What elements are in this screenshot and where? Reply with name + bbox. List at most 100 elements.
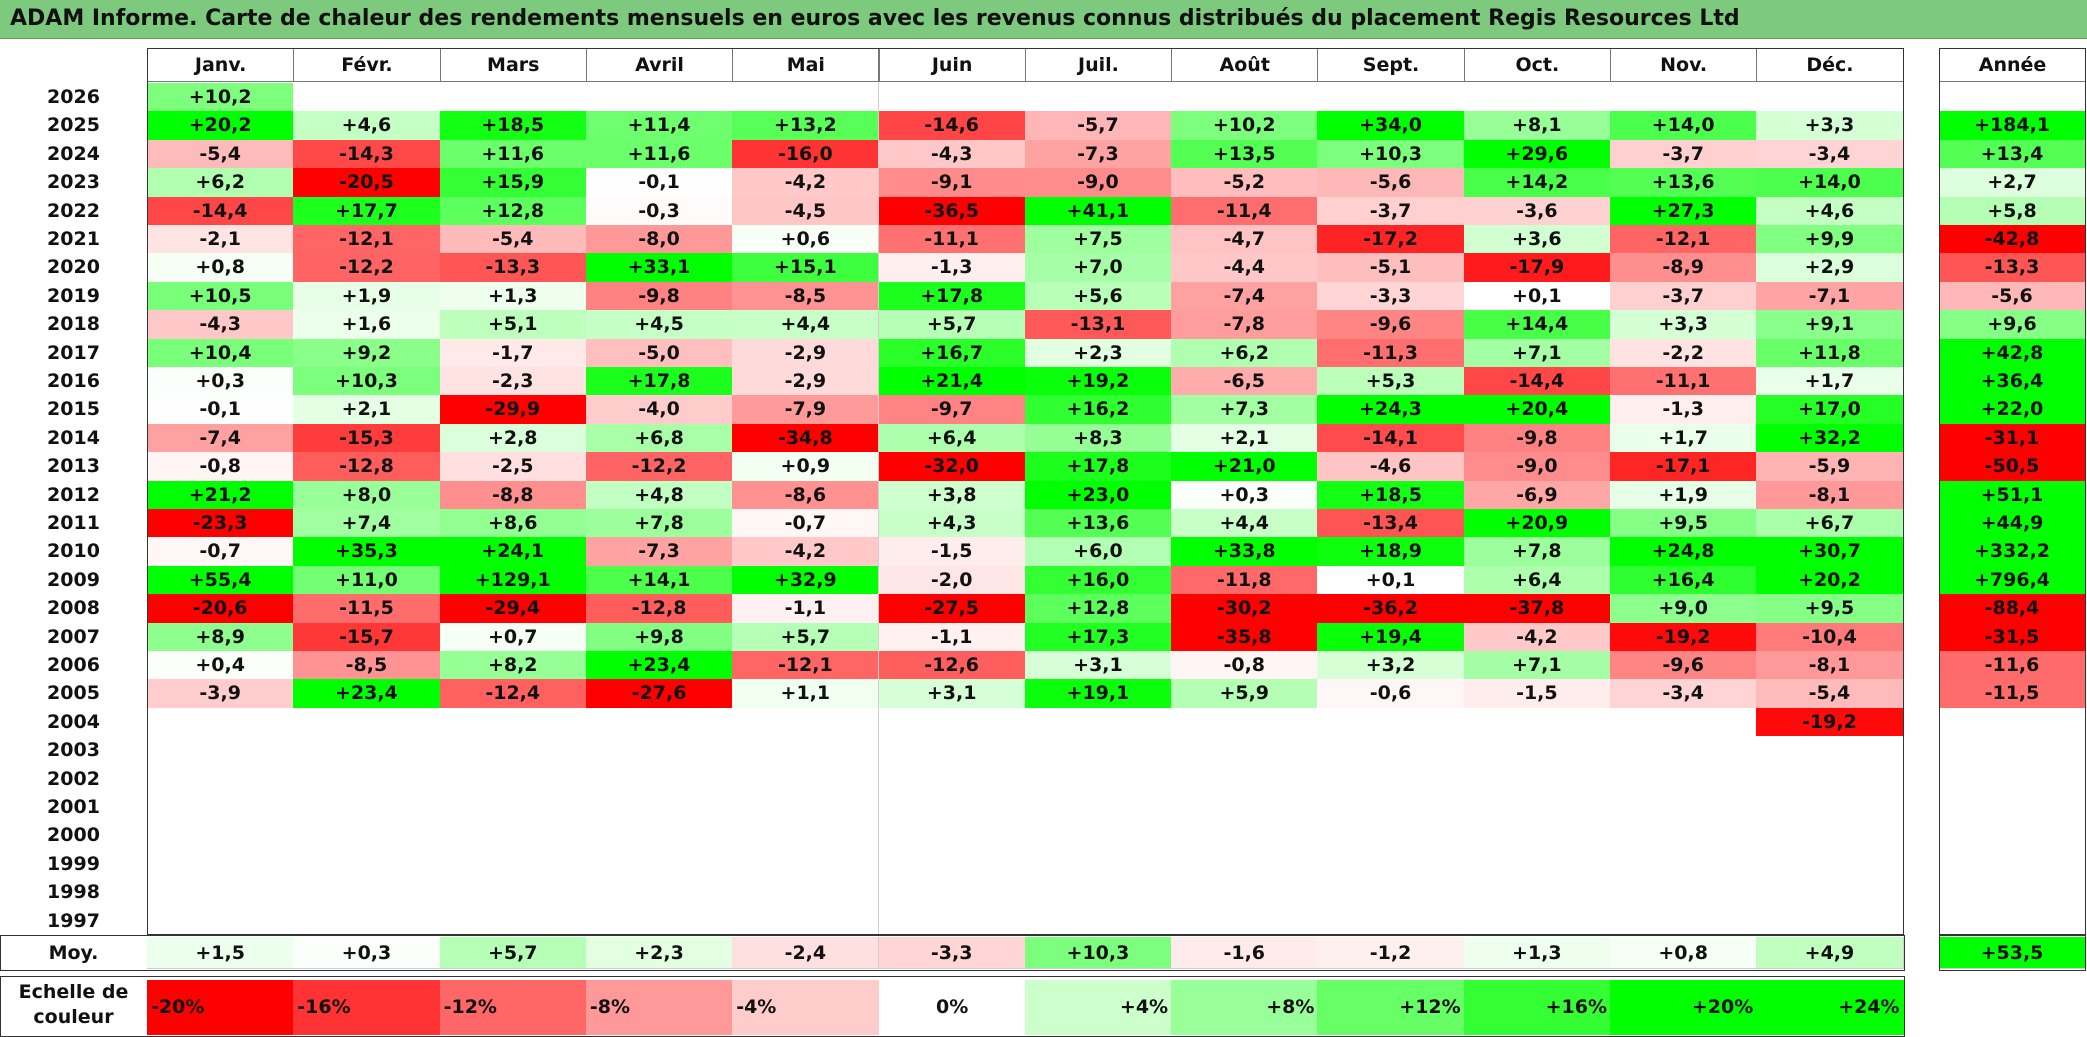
heatmap-cell: +32,2: [1756, 423, 1904, 454]
heatmap-cell: [1463, 707, 1611, 738]
color-scale-swatch: -20%: [147, 980, 295, 1035]
heatmap-cell: +0,3: [1171, 480, 1319, 510]
heatmap-cell: -9,6: [1610, 651, 1758, 681]
heatmap-cell: +20,2: [147, 111, 295, 141]
annual-cell: -42,8: [1939, 225, 2086, 255]
heatmap-cell: +5,7: [878, 310, 1026, 340]
year-label: 2021: [47, 228, 100, 250]
heatmap-cell: -8,0: [585, 225, 734, 255]
heatmap-cell: [147, 764, 295, 794]
annual-cell: [1939, 821, 2086, 851]
heatmap-cell: -0,8: [147, 452, 295, 482]
annual-cell: [1939, 707, 2086, 738]
heatmap-cell: -1,1: [732, 594, 880, 624]
year-label: 2007: [47, 625, 100, 648]
year-label: 2003: [47, 739, 100, 762]
heatmap-cell: +3,8: [878, 480, 1026, 510]
heatmap-cell: +11,6: [585, 139, 734, 170]
heatmap-cell: -35,8: [1171, 622, 1319, 652]
annual-cell: +22,0: [1939, 395, 2086, 425]
heatmap-cell: +9,2: [293, 338, 441, 368]
heatmap-cell: [585, 906, 734, 936]
color-scale-swatch: +8%: [1171, 980, 1319, 1035]
annual-cell: +184,1: [1939, 111, 2086, 141]
color-scale-swatch: +16%: [1463, 980, 1611, 1035]
heatmap-cell: -4,2: [1463, 622, 1611, 652]
heatmap-cell: +8,1: [1463, 111, 1611, 141]
heatmap-cell: -20,5: [293, 168, 441, 198]
heatmap-cell: +7,1: [1463, 651, 1611, 681]
heatmap-cell: +14,2: [1463, 168, 1611, 198]
heatmap-cell: -12,2: [293, 253, 441, 283]
heatmap-cell: -5,4: [1756, 679, 1904, 709]
heatmap-cell: +11,4: [585, 111, 734, 141]
heatmap-cell: -7,8: [1171, 310, 1319, 340]
heatmap-cell: +16,0: [1024, 565, 1173, 596]
heatmap-cell: +24,3: [1317, 395, 1465, 425]
annual-cell: -50,5: [1939, 452, 2086, 482]
heatmap-cell: [293, 793, 441, 823]
heatmap-cell: -4,3: [147, 310, 295, 340]
heatmap-cell: [1024, 83, 1173, 113]
heatmap-cell: -8,9: [1610, 253, 1758, 283]
heatmap-cell: [1171, 821, 1319, 851]
annual-cell: [1939, 849, 2086, 880]
heatmap-cell: -1,7: [439, 338, 587, 368]
heatmap-cell: -14,4: [147, 196, 295, 226]
year-label: 2006: [47, 654, 100, 676]
heatmap-cell: [878, 849, 1026, 880]
heatmap-cell: -4,6: [1317, 452, 1465, 482]
heatmap-cell: +3,1: [878, 679, 1026, 709]
heatmap-cell: -4,7: [1171, 225, 1319, 255]
annual-cell: +51,1: [1939, 480, 2086, 510]
year-label: 1997: [47, 909, 100, 932]
heatmap-cell: [1610, 83, 1758, 113]
heatmap-cell: +129,1: [439, 565, 587, 596]
heatmap-cell: [1024, 821, 1173, 851]
heatmap-cell: [1756, 764, 1904, 794]
average-cell: +4,9: [1756, 937, 1904, 969]
heatmap-cell: -9,0: [1463, 452, 1611, 482]
heatmap-cell: -7,4: [147, 423, 295, 454]
column-header: Oct.: [1463, 48, 1611, 82]
heatmap-cell: [585, 793, 734, 823]
heatmap-cell: +15,9: [439, 168, 587, 198]
average-cell: -1,2: [1317, 937, 1465, 969]
heatmap-cell: +2,1: [1171, 423, 1319, 454]
average-cell: +5,7: [439, 937, 587, 969]
heatmap-cell: +2,3: [1024, 338, 1173, 368]
annual-cell: -13,3: [1939, 253, 2086, 283]
heatmap-cell: [1756, 878, 1904, 908]
annual-cell: +332,2: [1939, 537, 2086, 567]
heatmap-cell: +1,7: [1610, 423, 1758, 454]
heatmap-cell: +23,4: [293, 679, 441, 709]
heatmap-cell: +10,4: [147, 338, 295, 368]
heatmap-cell: +17,0: [1756, 395, 1904, 425]
heatmap-cell: +5,3: [1317, 367, 1465, 397]
average-cell: +1,5: [147, 937, 295, 969]
heatmap-cell: -15,7: [293, 622, 441, 652]
heatmap-cell: +8,6: [439, 509, 587, 539]
heatmap-cell: -2,0: [878, 565, 1026, 596]
heatmap-cell: [147, 849, 295, 880]
column-header: Sept.: [1317, 48, 1465, 82]
heatmap-cell: -3,7: [1610, 281, 1758, 312]
heatmap-cell: -32,0: [878, 452, 1026, 482]
heatmap-cell: [878, 821, 1026, 851]
heatmap-cell: +6,4: [1463, 565, 1611, 596]
heatmap-cell: +9,5: [1610, 509, 1758, 539]
heatmap-cell: -12,6: [878, 651, 1026, 681]
heatmap-cell: +30,7: [1756, 537, 1904, 567]
heatmap-cell: [439, 878, 587, 908]
heatmap-cell: -17,9: [1463, 253, 1611, 283]
heatmap-cell: +13,5: [1171, 139, 1319, 170]
average-label: Moy.: [48, 942, 99, 964]
annual-cell: -11,5: [1939, 679, 2086, 709]
year-label: 2002: [47, 767, 100, 790]
heatmap-cell: +2,1: [293, 395, 441, 425]
year-label: 2011: [47, 512, 100, 534]
heatmap-cell: -3,7: [1317, 196, 1465, 226]
heatmap-cell: [1317, 83, 1465, 113]
annual-cell: [1939, 878, 2086, 908]
heatmap-cell: [147, 906, 295, 936]
